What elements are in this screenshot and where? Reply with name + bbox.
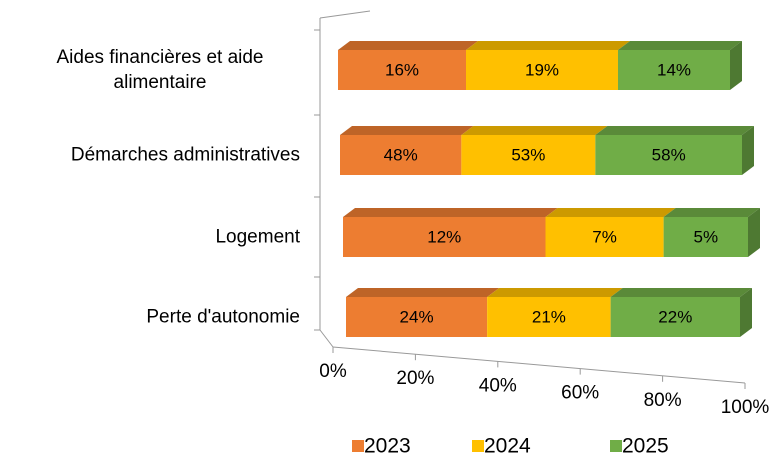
floor-front [332,346,746,384]
category-label: Logement [215,226,300,248]
x-tick-label: 20% [396,368,434,389]
x-tick-label: 80% [644,390,682,411]
category-label-box: Démarches administratives [0,143,300,168]
bar-front [461,135,596,175]
data-label: 22% [658,307,692,326]
category-label-box: Perte d'autonomie [0,305,300,330]
legend-swatch [352,440,364,452]
bar-front [338,50,466,90]
bar-segment [338,41,478,90]
data-label: 53% [511,145,545,164]
bar-side [730,41,742,90]
bar-top [595,126,754,135]
legend-swatch [472,440,484,452]
bar-top [545,208,676,217]
category-label: Aides financières et aide alimentaire [56,47,264,93]
legend-swatch [610,440,622,452]
bar-front [545,217,664,257]
x-tick-label: 0% [319,361,347,382]
data-label: 16% [385,60,419,79]
legend-label: 2023 [364,435,411,456]
category-label-box: Logement [0,225,300,250]
category-label: Démarches administratives [70,144,300,166]
bar-top [461,126,608,135]
bar-top [346,288,500,297]
bar-front [663,217,748,257]
bar-top [343,208,558,217]
data-label: 19% [525,60,559,79]
bar-segment [461,126,608,175]
data-label: 5% [694,227,719,246]
category-label: Perte d'autonomie [146,306,300,328]
bar-front [466,50,618,90]
bar-top [487,288,623,297]
bar-segment [618,41,742,90]
bar-front [346,297,488,337]
bar-segment [346,288,500,337]
legend-label: 2025 [622,435,669,456]
bar-top [618,41,742,50]
data-label: 48% [384,145,418,164]
x-tick-label: 100% [721,397,769,418]
x-tick-label: 60% [561,383,599,404]
floor-side [319,329,334,348]
bar-segment [340,126,474,175]
bar-front [610,297,740,337]
bar-front [618,50,730,90]
back-wall-top [319,10,371,19]
data-label: 12% [427,227,461,246]
bar-segment [466,41,630,90]
bar-front [340,135,462,175]
bar-front [595,135,742,175]
data-label: 21% [532,307,566,326]
bar-segment [487,288,623,337]
bar-side [742,126,754,175]
bar-front [487,297,611,337]
bar-top [338,41,478,50]
bar-side [748,208,760,257]
bar-top [610,288,752,297]
x-tick-label: 40% [479,375,517,396]
category-label-box: Aides financières et aide alimentaire [0,45,300,95]
bar-side [740,288,752,337]
data-label: 14% [657,60,691,79]
bar-top [466,41,630,50]
data-label: 58% [652,145,686,164]
bar-top [340,126,474,135]
bar-front [343,217,546,257]
bar-segment [663,208,760,257]
bar-segment [595,126,754,175]
data-label: 7% [592,227,617,246]
legend-label: 2024 [484,435,531,456]
bar-segment [610,288,752,337]
bar-top [663,208,760,217]
bar-segment [343,208,558,257]
data-label: 24% [400,307,434,326]
bar-segment [545,208,676,257]
